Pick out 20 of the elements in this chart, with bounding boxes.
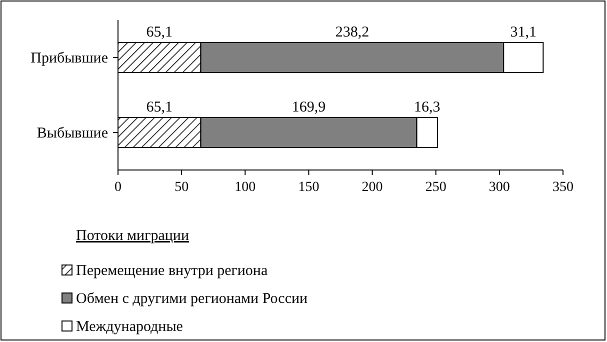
y-tick-label: Выбывшие [36,126,108,142]
legend-label: Международные [76,319,184,335]
data-label: 65,1 [146,24,173,40]
x-tick-label: 300 [488,180,510,195]
legend-title: Потоки миграции [76,228,189,244]
x-tick-label: 150 [298,180,320,195]
x-tick-label: 0 [114,180,122,195]
x-tick-label: 50 [174,180,189,195]
data-label: 65,1 [146,100,173,116]
legend-label: Обмен с другими регионами России [76,291,308,307]
data-label: 238,2 [335,24,370,40]
legend-label: Перемещение внутри региона [76,263,268,279]
x-tick-label: 250 [425,180,446,195]
y-tick-label: Прибывшие [30,50,108,66]
data-label: 31,1 [510,24,537,40]
data-label: 16,3 [414,100,440,116]
x-tick-label: 100 [234,180,256,195]
x-tick-label: 350 [552,180,574,195]
data-label: 169,9 [292,100,326,116]
x-tick-label: 200 [362,180,383,195]
